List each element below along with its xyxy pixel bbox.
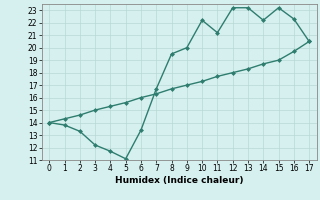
X-axis label: Humidex (Indice chaleur): Humidex (Indice chaleur) — [115, 176, 244, 185]
